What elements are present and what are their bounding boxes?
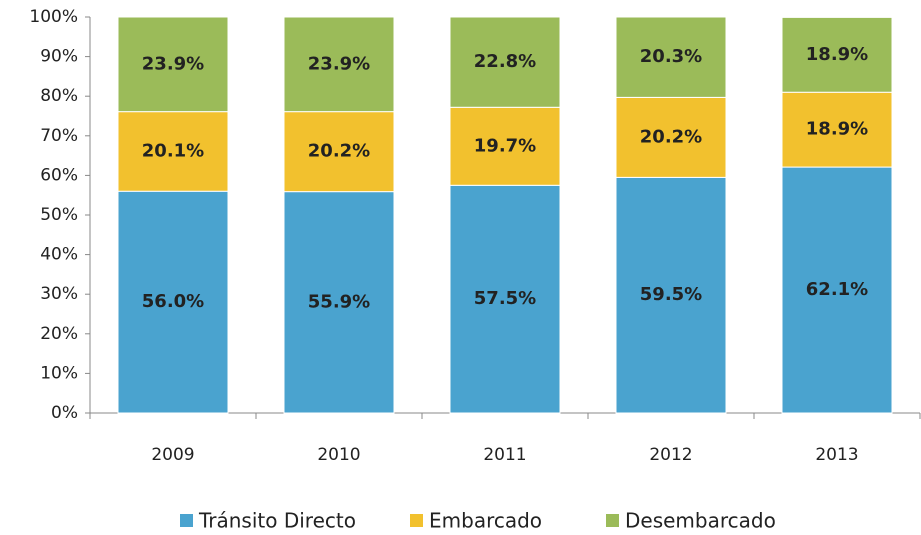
- bar-segment: [117, 111, 229, 192]
- bar-segment: [449, 16, 561, 108]
- y-tick-label: 30%: [40, 284, 78, 304]
- bar-segment: [449, 106, 561, 186]
- data-label: 20.2%: [308, 141, 370, 162]
- legend-label: Embarcado: [429, 509, 542, 533]
- data-label: 62.1%: [806, 279, 868, 300]
- y-tick-label: 20%: [40, 324, 78, 344]
- bar-segment: [615, 176, 727, 414]
- data-label: 56.0%: [142, 291, 204, 312]
- legend-label: Desembarcado: [625, 509, 776, 533]
- y-tick-label: 90%: [40, 47, 78, 67]
- data-label: 55.9%: [308, 291, 370, 312]
- x-tick-label: 2012: [649, 445, 692, 465]
- legend-swatch: [180, 514, 193, 527]
- data-label: 18.9%: [806, 44, 868, 65]
- bar-segment: [781, 166, 893, 414]
- bar-segment: [283, 16, 395, 113]
- bar-segment: [117, 16, 229, 113]
- bar-segment: [449, 184, 561, 414]
- y-tick-label: 60%: [40, 165, 78, 185]
- legend-swatch: [606, 514, 619, 527]
- bar-segment: [283, 191, 395, 414]
- data-label: 20.1%: [142, 140, 204, 161]
- data-label: 19.7%: [474, 135, 536, 156]
- y-tick-label: 40%: [40, 245, 78, 265]
- bar-segment: [781, 16, 893, 93]
- data-label: 22.8%: [474, 51, 536, 72]
- legend-label: Tránsito Directo: [198, 509, 356, 533]
- x-tick-label: 2010: [317, 445, 360, 465]
- bar-segment: [615, 96, 727, 178]
- data-label: 20.2%: [640, 126, 702, 147]
- bar-segment: [283, 111, 395, 193]
- data-label: 59.5%: [640, 284, 702, 305]
- y-tick-label: 70%: [40, 126, 78, 146]
- y-tick-label: 80%: [40, 86, 78, 106]
- data-label: 20.3%: [640, 46, 702, 67]
- x-tick-label: 2009: [151, 445, 194, 465]
- y-tick-label: 10%: [40, 363, 78, 383]
- data-label: 18.9%: [806, 119, 868, 140]
- x-tick-label: 2011: [483, 445, 526, 465]
- y-tick-label: 0%: [51, 403, 78, 423]
- y-tick-label: 50%: [40, 205, 78, 225]
- data-label: 57.5%: [474, 288, 536, 309]
- data-label: 23.9%: [308, 53, 370, 74]
- data-label: 23.9%: [142, 53, 204, 74]
- bar-segment: [781, 91, 893, 168]
- y-tick-label: 100%: [29, 7, 78, 27]
- bar-segment: [615, 16, 727, 98]
- legend-swatch: [410, 514, 423, 527]
- x-tick-label: 2013: [815, 445, 858, 465]
